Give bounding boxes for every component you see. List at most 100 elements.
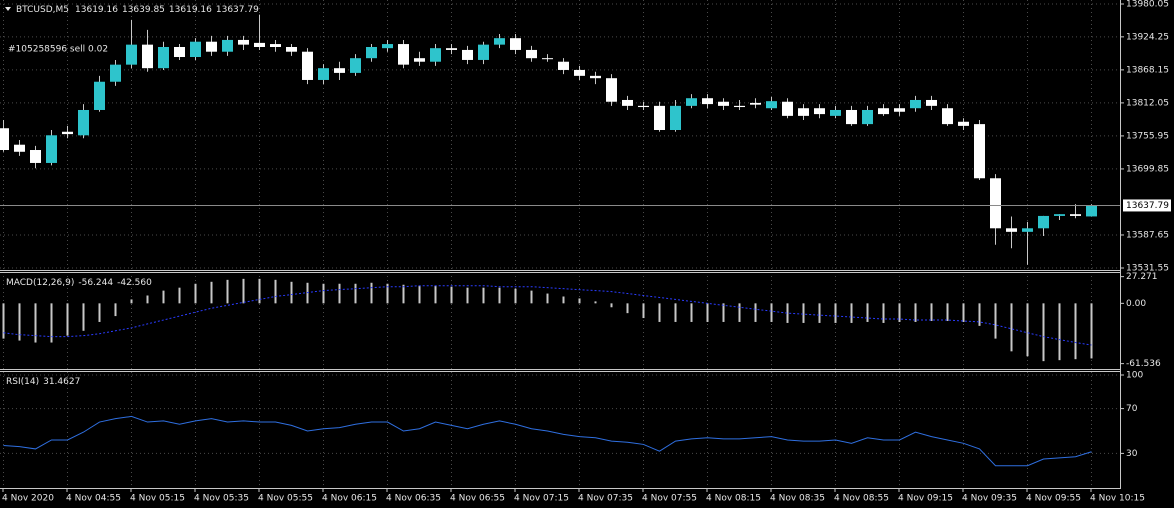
candle-body xyxy=(1086,205,1097,217)
x-tick-label: 4 Nov 09:15 xyxy=(898,494,953,504)
candle-body xyxy=(0,128,9,151)
candle-body xyxy=(990,178,1001,229)
y-tick-label: 13980.05 xyxy=(1126,0,1169,10)
candle-body xyxy=(494,38,505,45)
x-tick-label: 4 Nov 09:55 xyxy=(1026,494,1081,504)
x-tick-label: 4 Nov 10:15 xyxy=(1090,494,1145,504)
low-value: 13619.16 xyxy=(169,5,212,15)
close-value: 13637.79 xyxy=(216,5,259,15)
candle-body xyxy=(238,39,249,45)
candle-body xyxy=(286,47,297,52)
candle-body xyxy=(958,121,969,126)
y-tick-label: 13699.85 xyxy=(1126,164,1169,174)
candle-body xyxy=(94,81,105,110)
candle-body xyxy=(1054,214,1065,216)
y-tick-label: 13924.25 xyxy=(1126,32,1169,42)
indicator-title: MACD(12,26,9) xyxy=(6,278,74,288)
candle-body xyxy=(142,44,153,69)
rsi-line xyxy=(3,415,1092,467)
candle-body xyxy=(894,108,905,112)
x-tick-label: 4 Nov 06:55 xyxy=(450,494,505,504)
candle-body xyxy=(798,108,809,116)
y-tick-label: 27.271 xyxy=(1126,272,1158,282)
x-tick-label: 4 Nov 05:55 xyxy=(258,494,313,504)
candle-body xyxy=(366,47,377,59)
candle-body xyxy=(734,105,745,108)
y-tick-label: 13755.95 xyxy=(1126,131,1169,141)
signal-value: -42.560 xyxy=(117,278,152,288)
candle-body xyxy=(414,58,425,62)
candle-body xyxy=(974,124,985,179)
candle-body xyxy=(606,78,617,102)
x-tick-label: 4 Nov 08:55 xyxy=(834,494,889,504)
current-price-label: 13637.79 xyxy=(1126,201,1169,211)
y-tick-label: -61.536 xyxy=(1126,359,1161,369)
candle-body xyxy=(30,150,41,163)
candle-body xyxy=(542,58,553,60)
menu-triangle[interactable] xyxy=(5,7,11,11)
macd-header: MACD(12,26,9) -56.244 -42.560 xyxy=(6,278,152,288)
candle-body xyxy=(110,64,121,82)
x-tick-label: 4 Nov 04:55 xyxy=(66,494,121,504)
candle-body xyxy=(846,109,857,125)
candle-body xyxy=(206,41,217,52)
candle-body xyxy=(750,102,761,105)
candle-body xyxy=(398,44,409,65)
x-tick-label: 4 Nov 08:15 xyxy=(706,494,761,504)
candle-body xyxy=(46,135,57,163)
candle-body xyxy=(926,99,937,106)
x-tick-label: 4 Nov 2020 xyxy=(2,494,54,504)
candle-body xyxy=(222,39,233,52)
candle-body xyxy=(318,68,329,80)
candle-body xyxy=(622,99,633,106)
y-tick-label: 13868.15 xyxy=(1126,65,1169,75)
symbol: BTCUSD,M5 xyxy=(16,5,69,15)
candle-body xyxy=(590,75,601,79)
y-tick-label: 0.00 xyxy=(1126,299,1146,309)
candle-body xyxy=(190,41,201,58)
x-tick-label: 4 Nov 07:55 xyxy=(642,494,697,504)
mark-layer xyxy=(0,14,1120,467)
candle-body xyxy=(302,51,313,80)
y-tick-label: 13812.05 xyxy=(1126,98,1169,108)
candle-body xyxy=(446,48,457,50)
candle-body xyxy=(686,98,697,106)
candle-body xyxy=(526,49,537,59)
candle-body xyxy=(782,101,793,116)
y-tick-label: 100 xyxy=(1126,371,1143,381)
x-tick-label: 4 Nov 06:35 xyxy=(386,494,441,504)
candle-body xyxy=(158,47,169,69)
candle-body xyxy=(478,44,489,60)
candle-body xyxy=(62,131,73,135)
current-price-box xyxy=(1123,199,1171,212)
candle-body xyxy=(78,109,89,136)
chart-header: BTCUSD,M5 13619.16 13639.85 13619.16 13637.7… xyxy=(16,5,259,15)
y-tick-label: 30 xyxy=(1126,449,1138,459)
candle-body xyxy=(814,108,825,115)
candle-body xyxy=(1022,228,1033,232)
candle-body xyxy=(654,105,665,130)
candle-body xyxy=(430,48,441,62)
candle-body xyxy=(830,109,841,116)
candle-body xyxy=(270,44,281,48)
candle-body xyxy=(574,69,585,76)
x-tick-label: 4 Nov 07:35 xyxy=(578,494,633,504)
candle-body xyxy=(766,101,777,109)
y-tick-label: 13587.65 xyxy=(1126,230,1169,240)
y-tick-label: 70 xyxy=(1126,404,1138,414)
x-tick-label: 4 Nov 07:15 xyxy=(514,494,569,504)
candle-body xyxy=(942,108,953,125)
candle-body xyxy=(1038,215,1049,229)
x-tick-label: 4 Nov 06:15 xyxy=(322,494,377,504)
candle-body xyxy=(910,99,921,109)
candle-body xyxy=(382,44,393,49)
candle-body xyxy=(1070,214,1081,216)
candle-body xyxy=(558,61,569,70)
candle-body xyxy=(1006,228,1017,232)
candle-body xyxy=(878,108,889,115)
candle-body xyxy=(670,105,681,130)
candle-body xyxy=(638,105,649,108)
high-value: 13639.85 xyxy=(122,5,165,15)
